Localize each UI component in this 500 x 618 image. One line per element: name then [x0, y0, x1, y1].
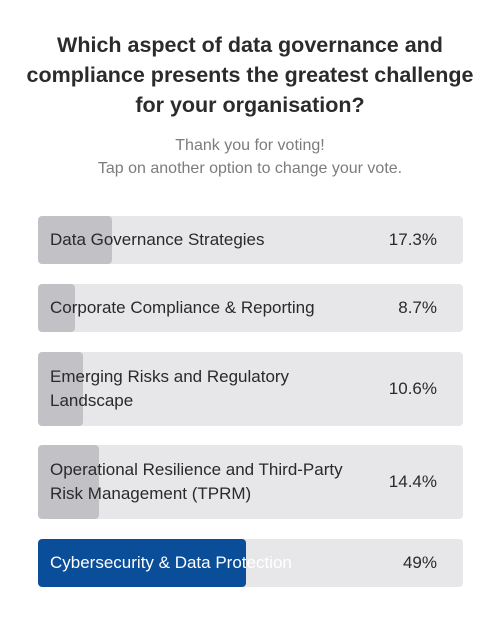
poll-option-emerging-risks[interactable]: Emerging Risks and Regulatory Landscape …	[38, 352, 463, 426]
option-label: Operational Resilience and Third-Party R…	[50, 460, 343, 503]
option-label: Data Governance Strategies	[50, 230, 265, 249]
thanks-message: Thank you for voting!	[175, 137, 325, 154]
option-percent: 17.3%	[388, 230, 437, 249]
option-label: Corporate Compliance & Reporting	[50, 298, 315, 317]
poll-option-operational-resilience[interactable]: Operational Resilience and Third-Party R…	[38, 445, 463, 519]
poll-option-corporate-compliance[interactable]: Corporate Compliance & Reporting 8.7%	[38, 284, 463, 332]
vote-confirmation: Thank you for voting! Tap on another opt…	[20, 134, 480, 180]
option-label: Emerging Risks and Regulatory Landscape	[50, 367, 290, 410]
poll-option-cybersecurity[interactable]: Cybersecurity & Data Protection 49%	[38, 539, 463, 587]
poll-option-data-governance[interactable]: Data Governance Strategies 17.3%	[38, 216, 463, 264]
change-vote-hint: Tap on another option to change your vot…	[97, 160, 403, 177]
option-label: Cybersecurity & Data Protection	[50, 553, 292, 572]
result-bar-fill	[38, 284, 75, 332]
result-bar-fill	[38, 352, 84, 426]
option-percent: 10.6%	[388, 379, 437, 398]
poll-question: Which aspect of data governance and comp…	[26, 33, 474, 117]
result-bar-fill	[38, 539, 247, 587]
result-bar-fill	[38, 445, 100, 519]
result-bar-fill	[38, 216, 112, 264]
option-percent: 8.7%	[398, 298, 437, 317]
option-percent: 49%	[402, 553, 437, 572]
option-percent: 14.4%	[388, 472, 437, 491]
